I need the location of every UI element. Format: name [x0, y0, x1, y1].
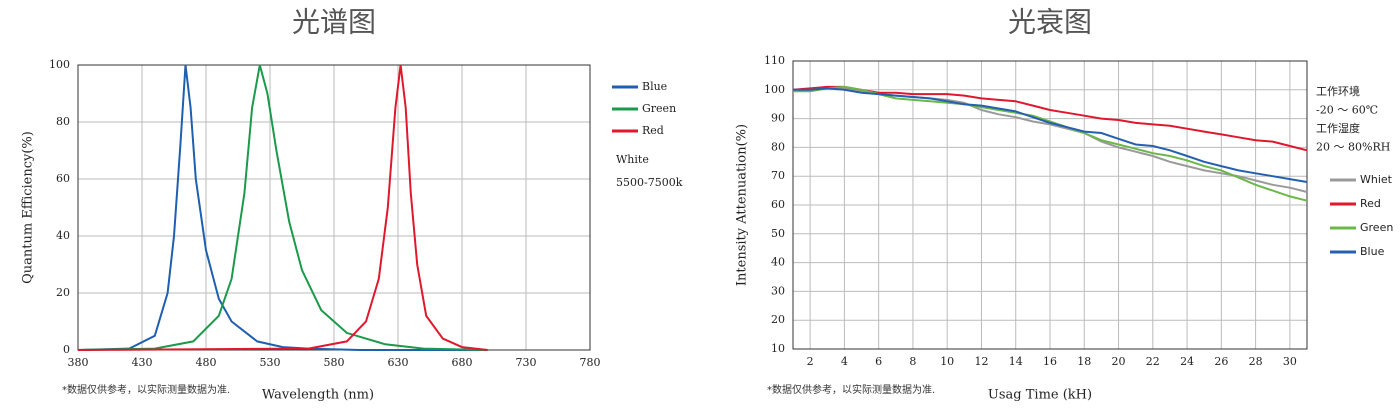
note: 工作环境	[1316, 84, 1360, 98]
x-tick-label: 8	[909, 355, 916, 368]
y-tick-label: 60	[56, 172, 70, 185]
x-tick-label: 10	[940, 355, 954, 368]
legend-label: Blue	[1360, 245, 1385, 258]
y-tick-label: 40	[771, 256, 785, 269]
x-tick-label: 28	[1249, 355, 1263, 368]
note: 20 ～ 80%RH	[1316, 141, 1390, 154]
x-tick-label: 12	[974, 355, 988, 368]
legend-label: Blue	[642, 80, 667, 93]
chart-title: 光谱图	[292, 6, 376, 39]
x-tick-label: 530	[260, 356, 281, 369]
chart-title: 光衰图	[1008, 6, 1092, 39]
x-tick-label: 580	[324, 356, 345, 369]
note: White	[616, 153, 649, 166]
y-tick-label: 20	[56, 286, 70, 299]
series-line	[77, 64, 488, 351]
y-tick-label: 70	[771, 169, 785, 182]
y-tick-label: 80	[771, 140, 785, 153]
x-tick-label: 14	[1009, 355, 1023, 368]
note: 5500-7500k	[616, 176, 683, 189]
series-line	[77, 64, 488, 351]
x-tick-label: 780	[580, 356, 601, 369]
y-tick-label: 30	[771, 284, 785, 297]
series-line	[792, 85, 1308, 152]
x-tick-label: 24	[1180, 355, 1194, 368]
y-tick-label: 110	[764, 54, 785, 67]
x-tick-label: 20	[1112, 355, 1126, 368]
series-line	[793, 87, 1308, 183]
note: 工作湿度	[1316, 121, 1360, 135]
x-tick-label: 730	[516, 356, 537, 369]
legend-label: Red	[642, 124, 664, 137]
plot-frame	[792, 60, 1308, 350]
y-tick-label: 80	[56, 115, 70, 128]
y-axis-label: Intensity Attenuation(%)	[735, 124, 750, 286]
x-tick-label: 680	[452, 356, 473, 369]
y-tick-label: 60	[771, 198, 785, 211]
x-tick-label: 2	[807, 355, 814, 368]
y-tick-label: 100	[49, 58, 70, 71]
y-tick-label: 20	[771, 313, 785, 326]
x-tick-label: 6	[875, 355, 882, 368]
legend-label: Whiet	[1360, 173, 1393, 186]
x-tick-label: 18	[1077, 355, 1091, 368]
y-tick-label: 10	[771, 342, 785, 355]
x-tick-label: 26	[1214, 355, 1228, 368]
x-tick-label: 30	[1283, 355, 1297, 368]
x-axis-label: Usag Time (kH)	[988, 388, 1092, 403]
x-tick-label: 380	[68, 356, 89, 369]
legend-label: Green	[642, 102, 676, 115]
x-tick-label: 16	[1043, 355, 1057, 368]
x-axis-label: Wavelength (nm)	[262, 388, 374, 403]
footnote: *数据仅供参考，以实际测量数据为准.	[767, 383, 935, 396]
footnote: *数据仅供参考，以实际测量数据为准.	[62, 383, 230, 396]
y-axis-label: Quantum Efficiency(%)	[21, 131, 36, 284]
series-line	[77, 64, 488, 351]
y-tick-label: 50	[771, 227, 785, 240]
x-tick-label: 4	[841, 355, 848, 368]
x-tick-label: 480	[196, 356, 217, 369]
y-tick-label: 40	[56, 229, 70, 242]
y-tick-label: 0	[63, 343, 70, 356]
note: -20 ～ 60℃	[1316, 104, 1378, 117]
y-tick-label: 90	[771, 112, 785, 125]
x-tick-label: 430	[132, 356, 153, 369]
legend-label: Red	[1360, 197, 1381, 210]
x-tick-label: 630	[388, 356, 409, 369]
y-tick-label: 100	[764, 83, 785, 96]
x-tick-label: 22	[1146, 355, 1160, 368]
legend-label: Green	[1360, 221, 1393, 234]
